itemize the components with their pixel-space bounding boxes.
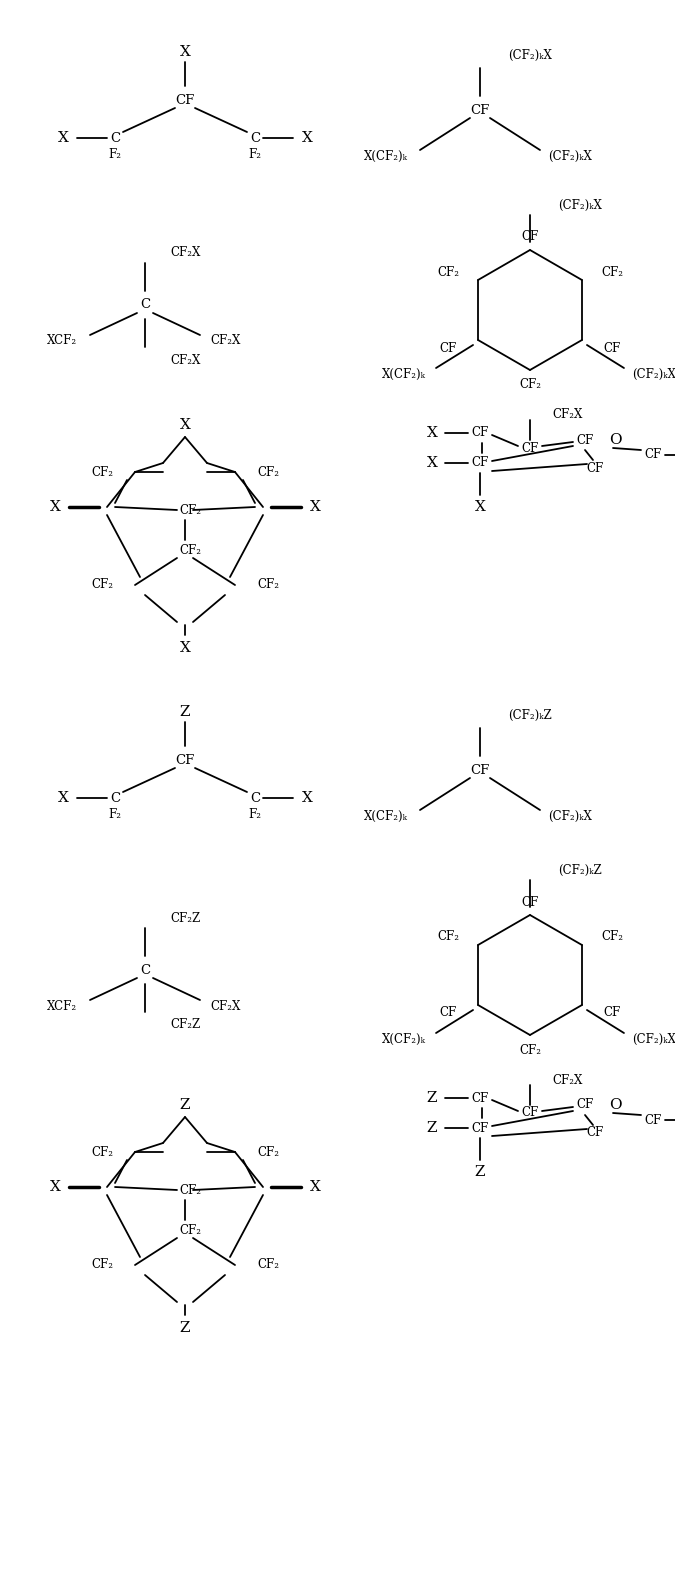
Text: XCF₂: XCF₂ <box>47 335 77 348</box>
Text: Z: Z <box>475 1166 485 1178</box>
Text: Z: Z <box>180 705 190 719</box>
Text: (CF₂)ₖX: (CF₂)ₖX <box>548 149 592 162</box>
Text: F₂: F₂ <box>109 808 121 821</box>
Text: C: C <box>140 964 150 977</box>
Text: CF: CF <box>576 434 593 446</box>
Text: X: X <box>427 456 437 470</box>
Text: CF₂: CF₂ <box>601 265 623 278</box>
Text: Z: Z <box>180 1097 190 1112</box>
Text: CF: CF <box>521 1107 539 1120</box>
Text: CF₂: CF₂ <box>519 378 541 392</box>
Text: CF₂: CF₂ <box>91 1259 113 1272</box>
Text: CF: CF <box>471 427 489 440</box>
Text: CF: CF <box>645 448 662 462</box>
Text: CF: CF <box>471 1121 489 1134</box>
Text: C: C <box>140 299 150 311</box>
Text: (CF₂)ₖZ: (CF₂)ₖZ <box>558 864 601 877</box>
Text: CF₂: CF₂ <box>91 1145 113 1159</box>
Text: CF: CF <box>176 753 194 767</box>
Text: C: C <box>250 791 260 805</box>
Text: F₂: F₂ <box>248 148 261 160</box>
Text: CF₂: CF₂ <box>257 465 279 478</box>
Text: CF₂Z: CF₂Z <box>170 912 200 924</box>
Text: CF₂: CF₂ <box>91 465 113 478</box>
Text: (CF₂)ₖZ: (CF₂)ₖZ <box>508 708 551 721</box>
Text: CF: CF <box>470 103 489 116</box>
Text: CF: CF <box>603 1007 620 1019</box>
Text: X(CF₂)ₖ: X(CF₂)ₖ <box>382 367 426 381</box>
Text: CF₂: CF₂ <box>257 578 279 591</box>
Text: X: X <box>310 500 321 515</box>
Text: X: X <box>302 130 313 145</box>
Text: CF: CF <box>576 1099 593 1112</box>
Text: CF: CF <box>521 441 539 454</box>
Text: X: X <box>427 426 437 440</box>
Text: (CF₂)ₖX: (CF₂)ₖX <box>508 49 552 62</box>
Text: Z: Z <box>427 1091 437 1105</box>
Text: X: X <box>310 1180 321 1194</box>
Text: Z: Z <box>427 1121 437 1135</box>
Text: CF₂: CF₂ <box>91 578 113 591</box>
Text: X: X <box>49 500 61 515</box>
Text: CF₂: CF₂ <box>179 503 201 516</box>
Text: CF: CF <box>471 456 489 470</box>
Text: O: O <box>609 434 621 446</box>
Text: CF₂: CF₂ <box>257 1259 279 1272</box>
Text: F₂: F₂ <box>109 148 121 160</box>
Text: CF: CF <box>521 896 539 908</box>
Text: CF₂X: CF₂X <box>552 408 583 421</box>
Text: C: C <box>110 132 120 145</box>
Text: C: C <box>250 132 260 145</box>
Text: X: X <box>302 791 313 805</box>
Text: CF: CF <box>439 341 457 354</box>
Text: CF₂: CF₂ <box>257 1145 279 1159</box>
Text: (CF₂)ₖX: (CF₂)ₖX <box>632 1032 675 1045</box>
Text: CF₂X: CF₂X <box>210 999 240 1013</box>
Text: CF₂X: CF₂X <box>210 335 240 348</box>
Text: CF₂X: CF₂X <box>552 1073 583 1086</box>
Text: CF₂: CF₂ <box>519 1043 541 1056</box>
Text: CF₂: CF₂ <box>437 931 459 943</box>
Text: X: X <box>180 642 190 654</box>
Text: X: X <box>49 1180 61 1194</box>
Text: Z: Z <box>180 1321 190 1336</box>
Text: CF₂: CF₂ <box>179 543 201 556</box>
Text: X: X <box>57 130 68 145</box>
Text: F₂: F₂ <box>248 808 261 821</box>
Text: (CF₂)ₖX: (CF₂)ₖX <box>558 198 602 211</box>
Text: X: X <box>475 500 485 515</box>
Text: X: X <box>180 418 190 432</box>
Text: (CF₂)ₖX: (CF₂)ₖX <box>548 810 592 823</box>
Text: X(CF₂)ₖ: X(CF₂)ₖ <box>364 149 408 162</box>
Text: CF₂: CF₂ <box>437 265 459 278</box>
Text: CF₂: CF₂ <box>179 1223 201 1237</box>
Text: CF: CF <box>470 764 489 777</box>
Text: CF₂: CF₂ <box>179 1183 201 1196</box>
Text: CF: CF <box>603 341 620 354</box>
Text: CF: CF <box>587 1126 603 1140</box>
Text: (CF₂)ₖX: (CF₂)ₖX <box>632 367 675 381</box>
Text: X(CF₂)ₖ: X(CF₂)ₖ <box>382 1032 426 1045</box>
Text: CF: CF <box>587 462 603 475</box>
Text: XCF₂: XCF₂ <box>47 999 77 1013</box>
Text: C: C <box>110 791 120 805</box>
Text: CF₂X: CF₂X <box>170 354 200 367</box>
Text: CF: CF <box>176 94 194 106</box>
Text: X: X <box>57 791 68 805</box>
Text: X(CF₂)ₖ: X(CF₂)ₖ <box>364 810 408 823</box>
Text: CF: CF <box>439 1007 457 1019</box>
Text: O: O <box>609 1097 621 1112</box>
Text: CF: CF <box>521 230 539 243</box>
Text: X: X <box>180 44 190 59</box>
Text: CF: CF <box>645 1113 662 1126</box>
Text: CF: CF <box>471 1091 489 1105</box>
Text: CF₂: CF₂ <box>601 931 623 943</box>
Text: CF₂X: CF₂X <box>170 246 200 259</box>
Text: CF₂Z: CF₂Z <box>170 1018 200 1032</box>
